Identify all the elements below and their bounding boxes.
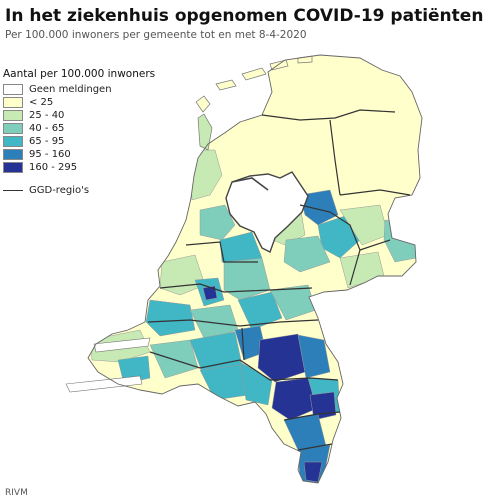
municipality-region [202, 285, 218, 301]
ggd-boundary [147, 319, 319, 327]
ggd-boundary [261, 109, 396, 121]
ggd-boundary-line-icon [3, 190, 23, 191]
municipality-region [223, 257, 271, 301]
municipality-region [339, 251, 385, 289]
legend-label: 160 - 295 [29, 162, 78, 173]
legend-title: Aantal per 100.000 inwoners [3, 68, 156, 80]
municipality-region [199, 364, 249, 401]
municipality-region [297, 334, 331, 379]
oosterschelde-water [93, 337, 151, 353]
westerschelde-water [65, 375, 143, 393]
map-subtitle: Per 100.000 inwoners per gemeente tot en… [5, 29, 307, 41]
legend-item-ggd-regions: GGD-regio's [3, 184, 163, 197]
legend-item-40-65: 40 - 65 [3, 122, 163, 135]
ggd-boundary [299, 204, 361, 286]
ggd-boundary [283, 411, 341, 421]
ggd-boundary [339, 189, 411, 196]
municipality-region [145, 299, 196, 337]
municipality-region [149, 339, 199, 379]
municipality-region [299, 189, 339, 226]
ggd-boundary [159, 283, 313, 293]
legend-item-geen-meldingen: Geen meldingen [3, 83, 163, 96]
municipality-region [257, 333, 306, 383]
legend-item-95-160: 95 - 160 [3, 148, 163, 161]
legend-label: < 25 [29, 97, 54, 108]
legend-swatch [3, 84, 23, 95]
ggd-boundary [297, 443, 333, 451]
legend-item-25-40: 25 - 40 [3, 109, 163, 122]
island-terschelling [241, 67, 267, 81]
legend-swatch [3, 123, 23, 134]
island-vlieland [215, 79, 237, 91]
legend-swatch [3, 97, 23, 108]
legend: Aantal per 100.000 inwoners Geen melding… [3, 68, 163, 197]
legend-swatch [3, 149, 23, 160]
legend-label: GGD-regio's [29, 185, 90, 196]
ggd-boundary [329, 119, 341, 196]
legend-label: 40 - 65 [29, 123, 65, 134]
ggd-boundary [359, 239, 391, 251]
legend-swatch [3, 110, 23, 121]
island-texel [195, 95, 211, 113]
ggd-boundary [185, 241, 258, 263]
ijsselmeer-water [225, 171, 309, 253]
legend-item-lt-25: < 25 [3, 96, 163, 109]
source-credit: RIVM [5, 488, 28, 498]
map-title: In het ziekenhuis opgenomen COVID-19 pat… [5, 6, 484, 26]
legend-swatch [3, 136, 23, 147]
municipality-region [237, 291, 283, 331]
municipality-region [283, 235, 331, 273]
noord-holland-tip [197, 113, 213, 151]
municipality-region [199, 204, 236, 241]
legend-item-65-95: 65 - 95 [3, 135, 163, 148]
ggd-region-boundaries [147, 109, 411, 451]
legend-label: 95 - 160 [29, 149, 71, 160]
afsluitdijk [231, 177, 269, 191]
ggd-boundary [241, 327, 245, 361]
legend-label: Geen meldingen [29, 84, 112, 95]
legend-item-160-295: 160 - 295 [3, 161, 163, 174]
municipality-region [117, 355, 151, 385]
ggd-boundary [149, 351, 339, 381]
legend-label: 65 - 95 [29, 136, 65, 147]
legend-swatch [3, 162, 23, 173]
legend-label: 25 - 40 [29, 110, 65, 121]
